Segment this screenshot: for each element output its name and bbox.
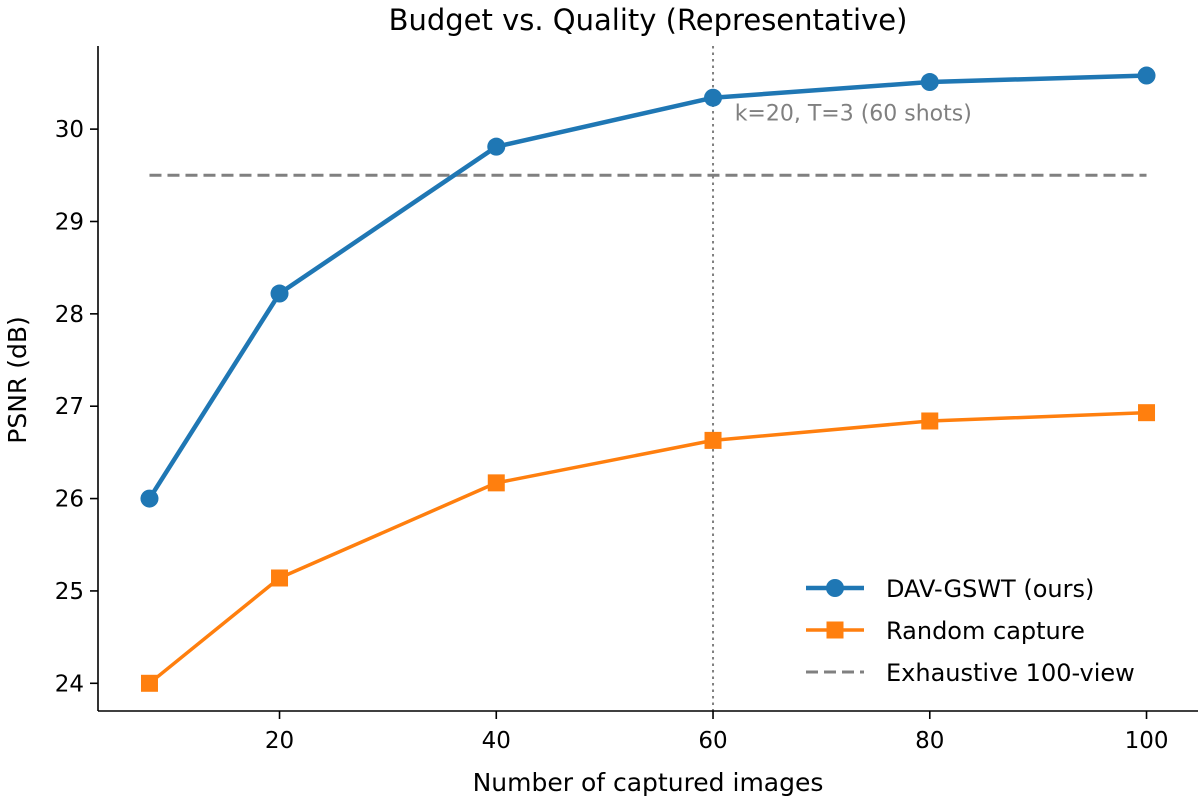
y-tick-label: 25 bbox=[55, 579, 84, 605]
x-tick-label: 80 bbox=[915, 728, 944, 754]
data-point-dav-gswt bbox=[920, 73, 939, 92]
series-line-dav-gswt bbox=[147, 73, 1147, 500]
x-ticks: 20 40 60 80 100 bbox=[265, 711, 1169, 754]
annotation-label: k=20, T=3 (60 shots) bbox=[735, 102, 972, 127]
data-point-random-capture bbox=[921, 412, 939, 430]
data-point-dav-gswt bbox=[704, 88, 723, 107]
legend-label-1: DAV-GSWT (ours) bbox=[886, 575, 1094, 603]
x-tick-label: 100 bbox=[1125, 728, 1169, 754]
data-point-dav-gswt bbox=[1137, 66, 1156, 85]
legend-marker-1 bbox=[826, 579, 844, 597]
y-tick-label: 29 bbox=[55, 209, 84, 235]
data-point-dav-gswt bbox=[140, 489, 159, 508]
x-tick-label: 60 bbox=[698, 728, 727, 754]
data-point-dav-gswt bbox=[487, 137, 506, 156]
x-tick-label: 40 bbox=[482, 728, 511, 754]
legend-label-3: Exhaustive 100-view bbox=[886, 659, 1135, 687]
series-line-random-capture bbox=[148, 410, 1147, 685]
plot-area: k=20, T=3 (60 shots) bbox=[140, 46, 1156, 711]
data-point-random-capture bbox=[271, 569, 289, 587]
data-point-random-capture bbox=[1138, 404, 1156, 422]
data-point-random-capture bbox=[704, 431, 722, 449]
y-ticks: 24 25 26 27 28 29 30 bbox=[55, 117, 98, 697]
y-tick-label: 27 bbox=[55, 394, 84, 420]
y-tick-label: 26 bbox=[55, 487, 84, 513]
data-point-random-capture bbox=[487, 474, 505, 492]
legend-marker-2 bbox=[826, 621, 844, 639]
y-tick-label: 30 bbox=[55, 117, 84, 143]
data-point-dav-gswt bbox=[270, 284, 289, 303]
y-tick-label: 24 bbox=[55, 671, 84, 697]
chart-title: Budget vs. Quality (Representative) bbox=[389, 3, 908, 37]
data-point-random-capture bbox=[140, 674, 158, 692]
x-axis-label: Number of captured images bbox=[473, 768, 824, 797]
legend-label-2: Random capture bbox=[886, 617, 1085, 645]
legend: DAV-GSWT (ours) Random capture Exhaustive … bbox=[806, 575, 1135, 687]
y-axis-label: PSNR (dB) bbox=[3, 316, 32, 444]
x-tick-label: 20 bbox=[265, 728, 294, 754]
y-tick-label: 28 bbox=[55, 302, 84, 328]
